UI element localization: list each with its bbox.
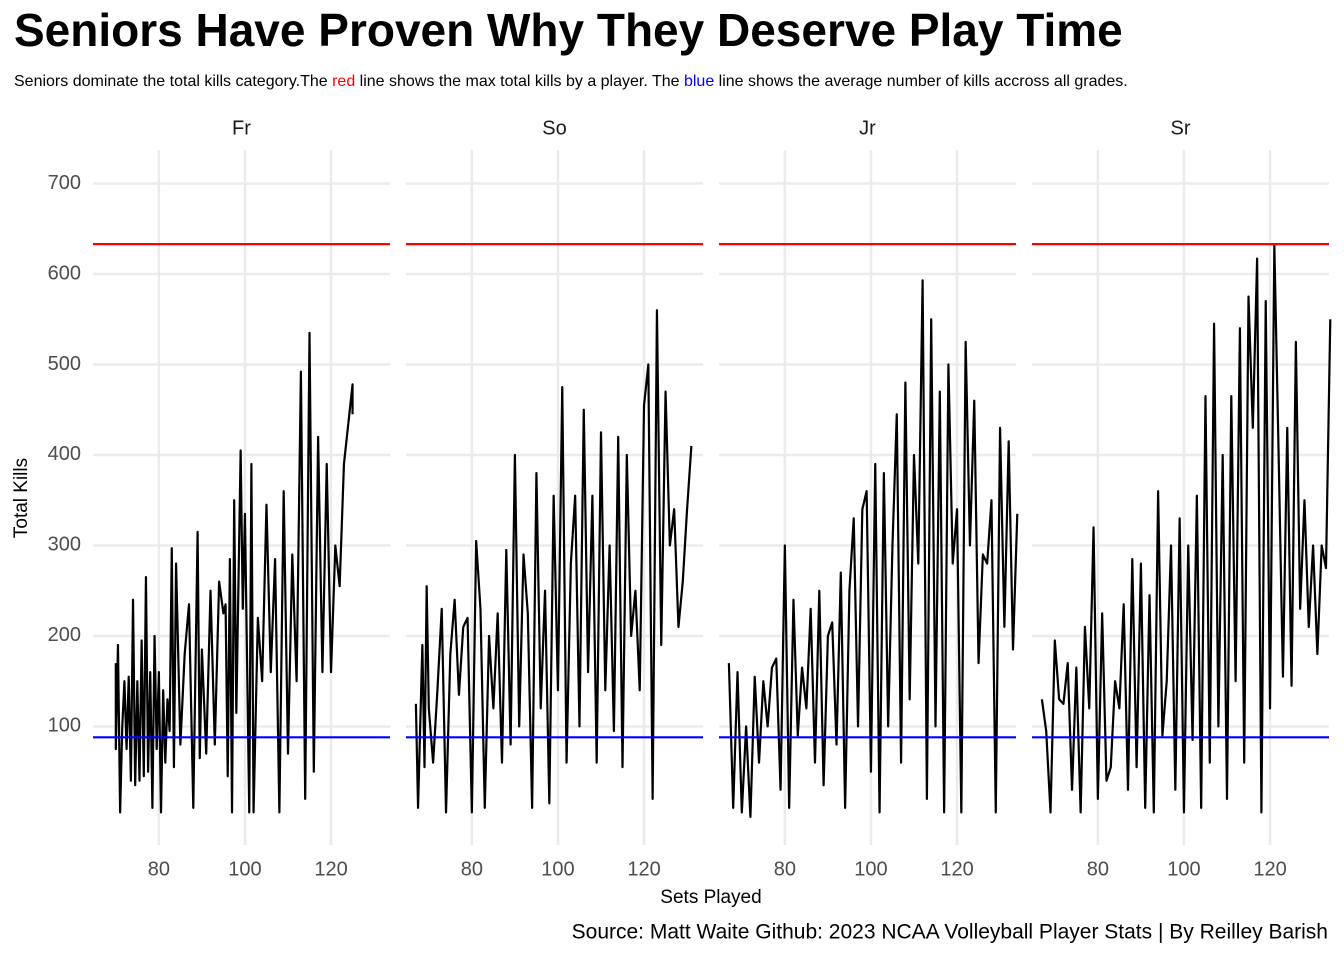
x-axis-label: Sets Played (660, 887, 761, 908)
y-tick-label: 200 (48, 624, 81, 646)
subtitle: Seniors dominate the total kills categor… (14, 73, 1128, 90)
facet-label: Jr (859, 117, 876, 139)
x-tick-label: 100 (1167, 858, 1200, 880)
y-tick-label: 500 (48, 353, 81, 375)
facet-label: Fr (232, 117, 251, 139)
x-tick-label: 120 (1253, 858, 1286, 880)
y-tick-label: 600 (48, 262, 81, 284)
line (114, 331, 354, 814)
facet-label: Sr (1171, 117, 1191, 139)
subtitle-part: line shows the average number of kills a… (714, 73, 1128, 90)
subtitle-part: red (332, 73, 355, 90)
line (1040, 243, 1332, 814)
subtitle-part: line shows the max total kills by a play… (355, 73, 684, 90)
x-tick-label: 120 (627, 858, 660, 880)
facet-label: So (542, 117, 566, 139)
y-tick-label: 400 (48, 443, 81, 465)
subtitle-part: Seniors dominate the total kills categor… (14, 73, 332, 90)
x-tick-label: 80 (1087, 858, 1109, 880)
line (727, 279, 1019, 819)
x-tick-label: 120 (940, 858, 973, 880)
x-tick-label: 120 (314, 858, 347, 880)
x-tick-label: 100 (228, 858, 261, 880)
x-tick-label: 80 (774, 858, 796, 880)
chart-title: Seniors Have Proven Why They Deserve Pla… (14, 4, 1123, 56)
x-tick-label: 80 (148, 858, 170, 880)
y-axis-label: Total Kills (11, 458, 32, 538)
y-tick-label: 100 (48, 715, 81, 737)
y-tick-label: 300 (48, 534, 81, 556)
x-tick-label: 100 (541, 858, 574, 880)
caption: Source: Matt Waite Github: 2023 NCAA Vol… (572, 921, 1328, 944)
y-tick-label: 700 (48, 172, 81, 194)
x-tick-label: 80 (461, 858, 483, 880)
subtitle-part: blue (684, 73, 714, 90)
x-tick-label: 100 (854, 858, 887, 880)
line (414, 309, 693, 814)
